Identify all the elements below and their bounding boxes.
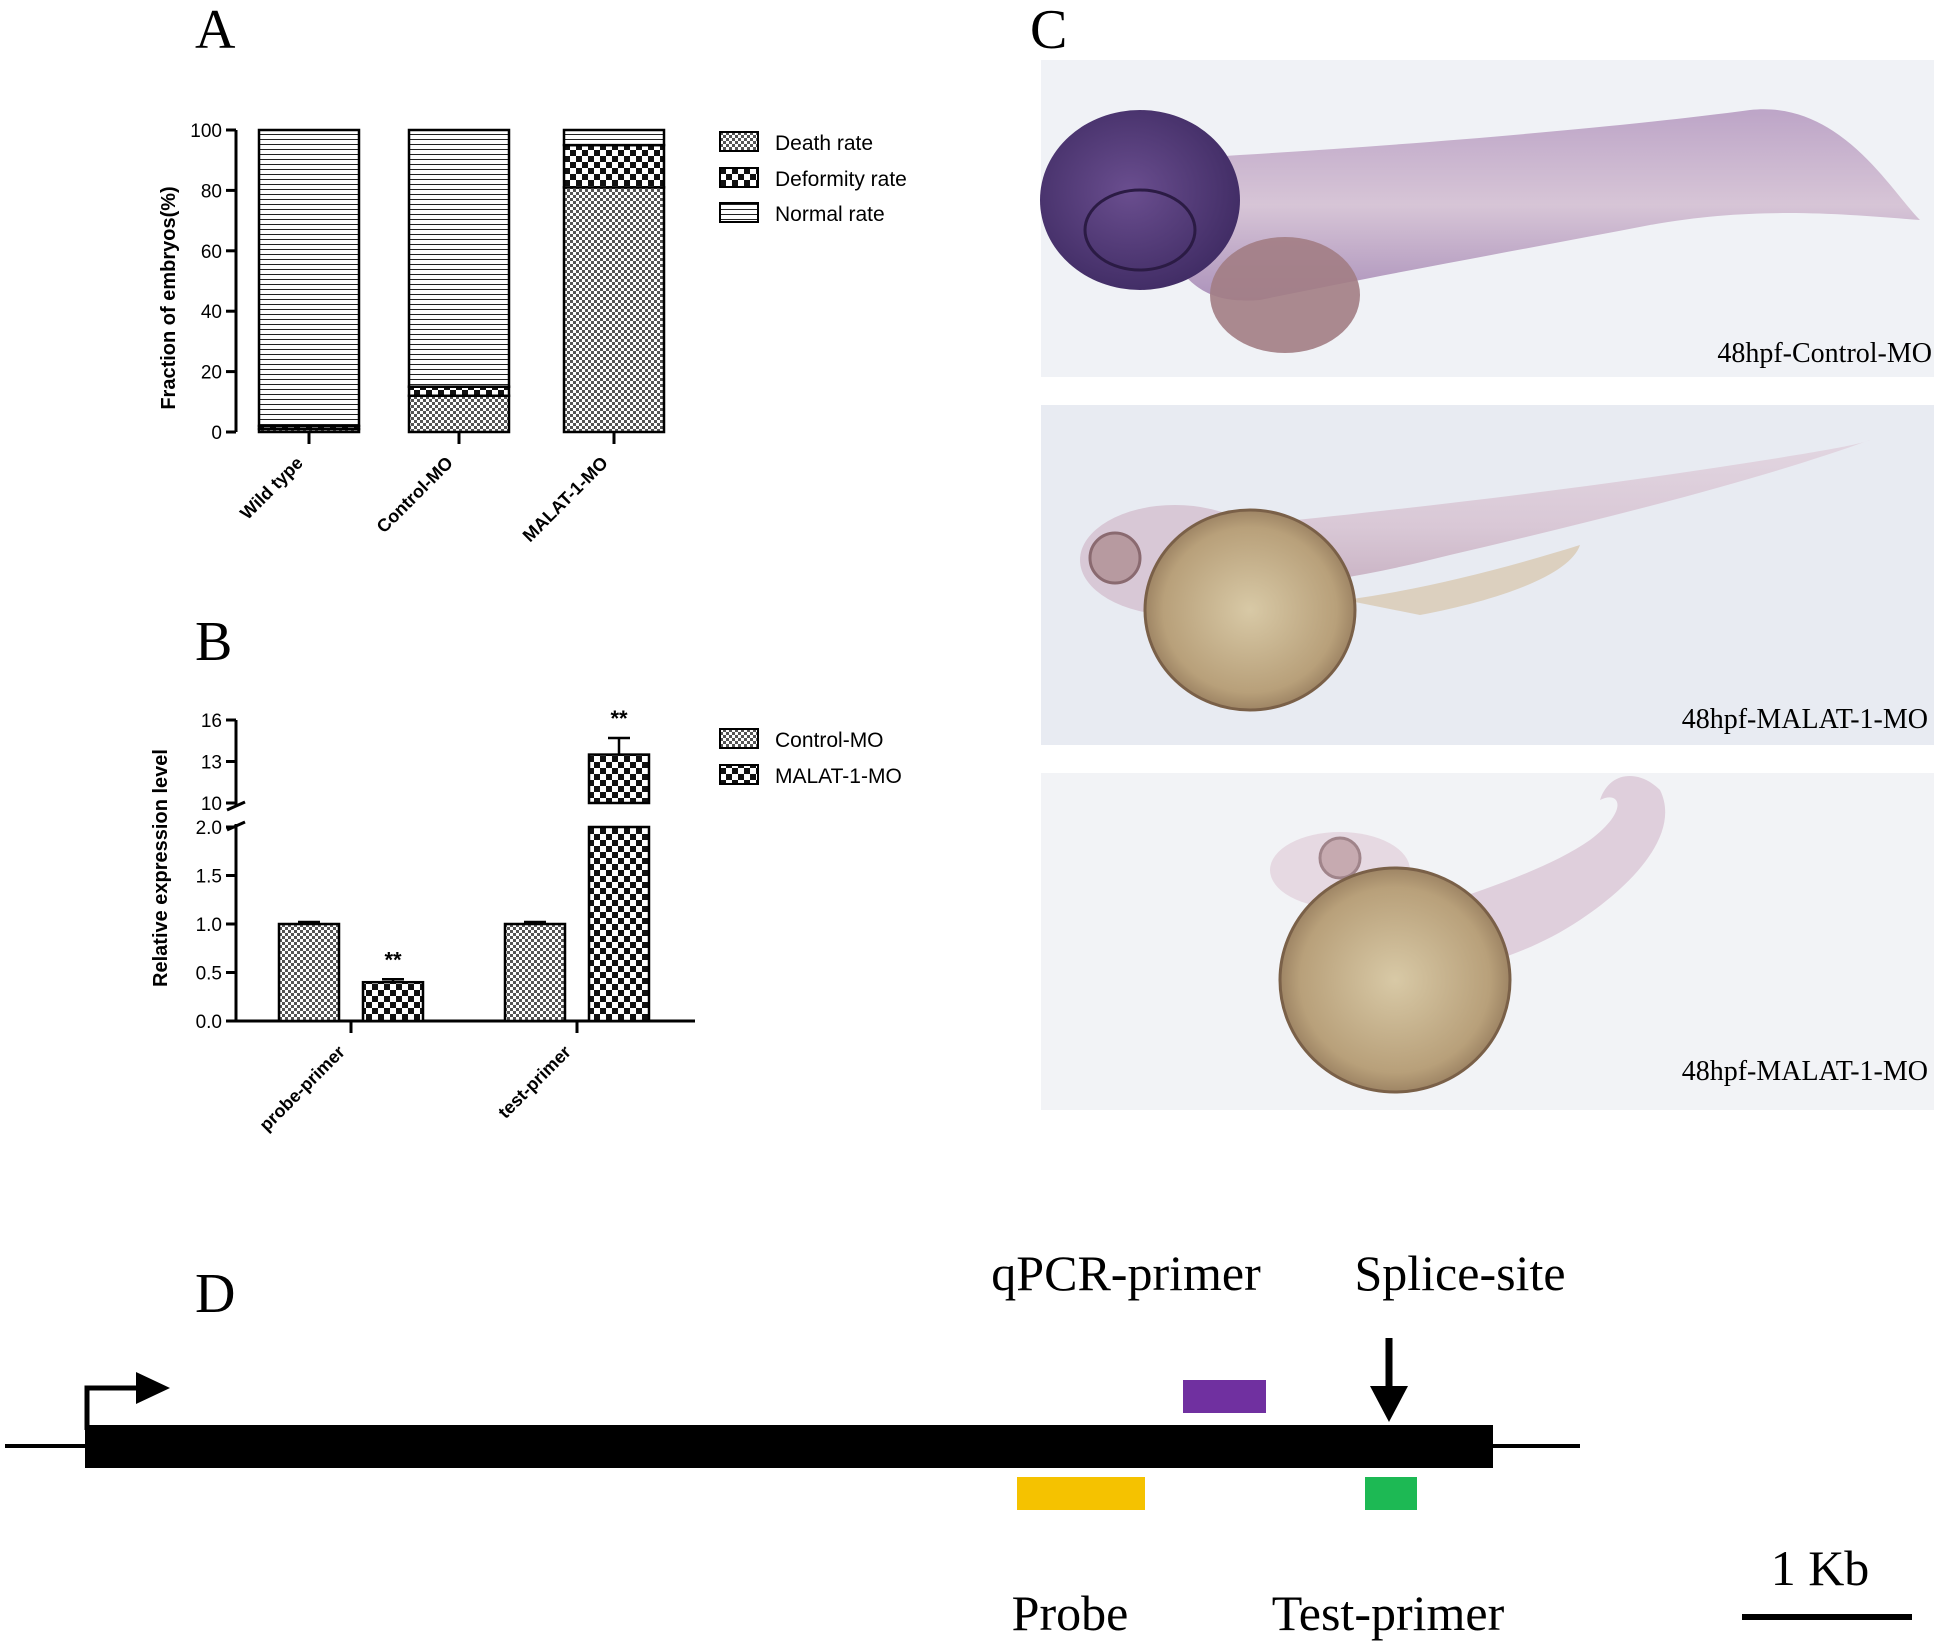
probe-mark [1017, 1477, 1145, 1510]
chart-a-legend-swatch [719, 167, 759, 188]
chart-a-y-tick-label: 80 [201, 181, 222, 202]
chart-b-y-tick-label: 16 [201, 711, 222, 732]
chart-a-y-tick-label: 40 [201, 302, 222, 323]
chart-a-bar-segment [562, 186, 666, 434]
chart-b-y-tick-label: 0.0 [196, 1012, 222, 1033]
chart-b-y-tick-label: 2.0 [196, 818, 222, 839]
chart-a-y-tick-label: 100 [190, 121, 222, 142]
panel-label-a: A [195, 0, 236, 61]
transcription-start-arrowhead [136, 1372, 170, 1404]
chart-a-legend-swatch [719, 202, 759, 223]
chart-b-axis-break [226, 800, 246, 812]
embryo-yolk-extension [1345, 545, 1580, 615]
chart-b-bar [277, 922, 341, 1023]
micrograph-2-caption: 48hpf-MALAT-1-MO [1682, 704, 1928, 735]
chart-a-y-axis-label: Fraction of embryos(%) [158, 186, 180, 409]
chart-a-bar-segment [562, 128, 666, 147]
test-primer-label: Test-primer [1272, 1585, 1505, 1641]
chart-a-bar-segment [257, 128, 361, 428]
chart-a-y-tick-label: 60 [201, 242, 222, 263]
chart-b-legend-label: Control-MO [775, 729, 884, 752]
chart-a-bar-segment [407, 128, 511, 388]
panel-label-b: B [195, 611, 232, 673]
embryo-body [1150, 109, 1920, 301]
chart-b-bars: ** ** [277, 706, 651, 1023]
chart-b-y-tick-label: 1.0 [196, 915, 222, 936]
micrograph-1-caption: 48hpf-Control-MO [1717, 338, 1932, 369]
micrograph-malat1-mo-2: 48hpf-MALAT-1-MO [1041, 773, 1934, 1110]
chart-a-legend-label: Death rate [775, 132, 873, 155]
chart-a-legend: Death rate Deformity rate Normal rate [719, 131, 907, 226]
embryo-yolk [1278, 866, 1512, 1094]
chart-b-y-tick-label: 13 [201, 753, 222, 774]
embryo-eye [1318, 836, 1362, 880]
chart-a-legend-swatch [719, 131, 759, 152]
chart-b-bar [503, 922, 567, 1023]
chart-a-legend-label: Deformity rate [775, 168, 907, 191]
probe-label: Probe [1012, 1585, 1129, 1641]
chart-a: Fraction of embryos(%) 0 20 40 60 80 100 Wild… [158, 121, 907, 546]
chart-a-y-tick-label: 20 [201, 363, 222, 384]
embryo-eye [1083, 188, 1197, 272]
gene-schematic: qPCR-primer Splice-site Probe Test-prime… [5, 1245, 1912, 1641]
chart-a-bar-segment [407, 385, 511, 398]
chart-b-legend-swatch [719, 728, 759, 749]
gene-body [85, 1425, 1493, 1468]
transcription-start-arrow [84, 1385, 140, 1430]
qpcr-primer-label: qPCR-primer [991, 1245, 1261, 1301]
chart-b-significance-label: ** [610, 706, 628, 731]
splice-site-arrowhead [1370, 1386, 1408, 1422]
chart-a-y-tick-label: 0 [211, 423, 222, 444]
chart-b-y-tick-label: 1.5 [196, 867, 222, 888]
chart-b-legend: Control-MO MALAT-1-MO [719, 728, 902, 788]
chart-a-bar-segment [407, 394, 511, 434]
chart-a-x-tick-label: Wild type [236, 453, 307, 524]
chart-b-legend-swatch [719, 764, 759, 785]
chart-a-bars [257, 128, 666, 434]
scale-bar-label: 1 Kb [1771, 1540, 1870, 1596]
chart-b-x-tick-label: probe-primer [255, 1042, 348, 1135]
chart-b-x-tick-label: test-primer [494, 1042, 575, 1123]
embryo-yolk [1210, 237, 1360, 353]
chart-a-x-ticks: Wild type Control-MO MALAT-1-MO [236, 432, 616, 546]
qpcr-primer-mark [1183, 1380, 1266, 1413]
micrograph-malat1-mo-1: 48hpf-MALAT-1-MO [1041, 405, 1934, 745]
chart-a-axis: 0 20 40 60 80 100 [190, 121, 238, 444]
chart-a-legend-label: Normal rate [775, 203, 885, 226]
chart-b-significance-label: ** [384, 947, 402, 972]
chart-b-bar [361, 980, 425, 1023]
panel-label-c: C [1030, 0, 1067, 61]
chart-b-x-ticks: probe-primer test-primer [255, 1021, 579, 1135]
chart-b: Relative expression level 0.0 0.5 1.0 1.5 2.… [150, 706, 902, 1135]
panel-label-d: D [195, 1263, 235, 1325]
micrograph-control-mo: 48hpf-Control-MO [1040, 60, 1934, 377]
splice-site-label: Splice-site [1354, 1245, 1565, 1301]
embryo-eye [1088, 531, 1142, 585]
chart-b-bar-upper [587, 753, 651, 805]
chart-a-bar-segment [562, 143, 666, 189]
chart-b-y-axis-label: Relative expression level [150, 749, 172, 987]
embryo-yolk [1143, 508, 1357, 712]
chart-b-legend-label: MALAT-1-MO [775, 765, 902, 788]
micrograph-3-caption: 48hpf-MALAT-1-MO [1682, 1056, 1928, 1087]
chart-b-y-tick-label: 10 [201, 794, 222, 815]
test-primer-mark [1365, 1477, 1417, 1510]
chart-a-x-tick-label: Control-MO [373, 453, 457, 537]
embryo-head [1040, 110, 1240, 290]
chart-a-x-tick-label: MALAT-1-MO [519, 453, 612, 546]
chart-b-y-tick-label: 0.5 [196, 964, 222, 985]
chart-b-bar-lower [587, 825, 651, 1023]
